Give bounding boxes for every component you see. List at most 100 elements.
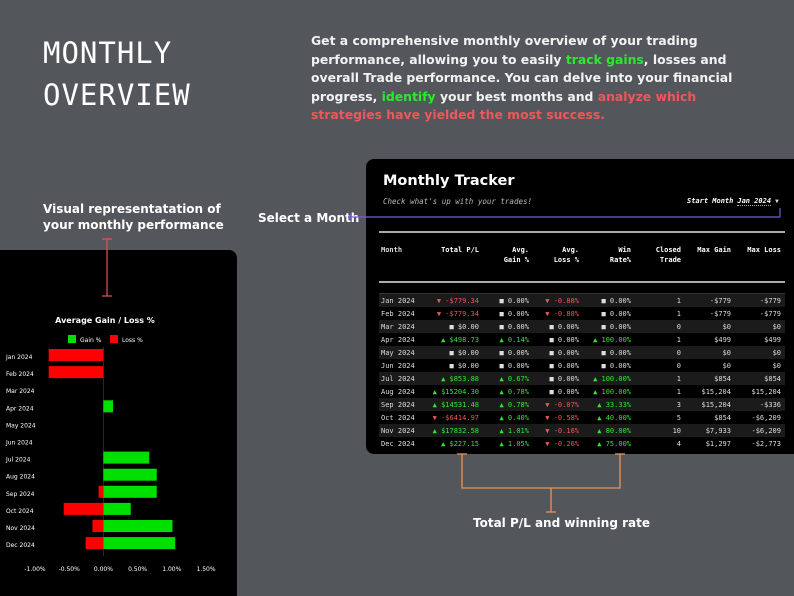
header-total-pl: Total P/L [441, 246, 479, 254]
loss-bar [98, 485, 104, 498]
cell-max-gain: $15,204 [701, 387, 731, 396]
cell-month: Jul 2024 [381, 374, 415, 383]
cell-win-rate: ■ 0.00% [601, 361, 631, 370]
cell-month: Feb 2024 [381, 309, 415, 318]
table-row: Feb 2024 ▼ -$779.34 ■ 0.00% ▼ -0.88% ■ 0.00%… [379, 307, 785, 320]
cell-avg-gain: ▲ 0.78% [499, 387, 529, 396]
cell-avg-loss: ■ 0.00% [549, 387, 579, 396]
table-row: Jun 2024 ■ $0.00 ■ 0.00% ■ 0.00% ■ 0.00% 0 $0 $… [379, 359, 785, 372]
cell-win-rate: ▲ 33.33% [597, 400, 631, 409]
cell-closed-trade: 1 [676, 309, 681, 318]
gain-bar [103, 520, 173, 532]
x-tick-label: 0.50% [128, 566, 147, 573]
category-label: Aug 2024 [6, 474, 35, 481]
cell-win-rate: ▲ 100.00% [593, 374, 631, 383]
cell-win-rate: ▲ 80.00% [597, 426, 631, 435]
page-title: MONTHLY OVERVIEW [43, 36, 191, 112]
cell-max-loss: -$6,209 [751, 426, 781, 435]
cell-avg-gain: ■ 0.00% [499, 309, 529, 318]
header-max-loss: Max Loss [747, 246, 781, 254]
cell-win-rate: ■ 0.00% [601, 322, 631, 331]
cell-closed-trade: 1 [676, 374, 681, 383]
table-header: Month Total P/L Avg. Gain % Avg. Loss % … [379, 231, 785, 283]
cell-month: Sep 2024 [381, 400, 415, 409]
cell-month: Mar 2024 [381, 322, 415, 331]
cell-avg-loss: ▼ -0.88% [545, 296, 579, 305]
cell-max-gain: $854 [714, 374, 731, 383]
pl-bracket [461, 454, 621, 489]
cell-avg-gain: ■ 0.00% [499, 296, 529, 305]
cell-max-loss: -$336 [759, 400, 781, 409]
callout-select-month: Select a Month [258, 211, 360, 225]
cell-win-rate: ■ 0.00% [601, 309, 631, 318]
cell-max-loss: $499 [764, 335, 781, 344]
cell-total-pl: ▲ $17832.58 [432, 426, 479, 435]
monthly-table: Month Total P/L Avg. Gain % Avg. Loss % … [379, 231, 785, 450]
cell-max-gain: -$779 [709, 309, 731, 318]
cell-max-gain: $854 [714, 413, 731, 422]
cell-closed-trade: 0 [676, 348, 681, 357]
category-label: Jul 2024 [5, 457, 31, 464]
cell-closed-trade: 1 [676, 296, 681, 305]
cell-total-pl: ▲ $15204.30 [432, 387, 479, 396]
cell-closed-trade: 1 [676, 387, 681, 396]
callout-pl-winning-rate: Total P/L and winning rate [473, 516, 650, 530]
start-month-selector[interactable]: Start Month Jan 2024 ▼ [687, 197, 779, 206]
cell-month: Nov 2024 [381, 426, 415, 435]
cell-max-gain: $15,204 [701, 400, 731, 409]
cell-total-pl: ▼ -$779.34 [436, 296, 479, 305]
legend-swatch-1 [110, 335, 118, 343]
gain-loss-chart-panel: Average Gain / Loss % Gain % Loss % Jan 202… [0, 250, 237, 596]
category-label: Nov 2024 [6, 525, 35, 532]
x-tick-label: -1.00% [24, 566, 46, 573]
x-tick-label: -0.50% [59, 566, 81, 573]
category-label: Dec 2024 [6, 542, 35, 549]
loss-bar [63, 502, 104, 515]
cell-avg-gain: ▲ 1.05% [499, 439, 529, 448]
gain-bar [103, 485, 157, 498]
chart-title: Average Gain / Loss % [55, 316, 155, 325]
x-tick-label: 0.00% [94, 566, 113, 573]
cell-win-rate: ■ 0.00% [601, 296, 631, 305]
cell-avg-loss: ■ 0.00% [549, 348, 579, 357]
table-row: Nov 2024 ▲ $17832.58 ▲ 1.01% ▼ -0.16% ▲ 80.0… [379, 424, 785, 437]
chevron-down-icon[interactable]: ▼ [775, 198, 779, 205]
x-tick-label: 1.00% [162, 566, 181, 573]
table-row: Apr 2024 ▲ $498.73 ▲ 0.14% ■ 0.00% ▲ 100.00%… [379, 333, 785, 346]
cell-avg-gain: ▲ 0.14% [499, 335, 529, 344]
category-label: Jan 2024 [5, 354, 33, 361]
highlight-analyze: analyze which strategies have yielded th… [311, 88, 697, 123]
cell-win-rate: ▲ 40.00% [597, 413, 631, 422]
cell-closed-trade: 10 [672, 426, 681, 435]
cell-total-pl: ■ $0.00 [449, 322, 479, 331]
cell-max-gain: $0 [722, 361, 731, 370]
table-row: Jul 2024 ▲ $853.88 ▲ 0.67% ■ 0.00% ▲ 100.00%… [379, 372, 785, 385]
cell-max-loss: -$779 [759, 296, 781, 305]
cell-avg-loss: ▼ -0.07% [545, 400, 579, 409]
cell-max-loss: $15,204 [751, 387, 781, 396]
cell-month: Dec 2024 [381, 439, 415, 448]
gain-loss-chart: Average Gain / Loss % Gain % Loss % Jan 202… [5, 316, 216, 573]
category-label: Apr 2024 [6, 405, 34, 412]
cell-avg-gain: ■ 0.00% [499, 361, 529, 370]
cell-month: Apr 2024 [381, 335, 415, 344]
gain-bar [103, 400, 113, 413]
cell-avg-gain: ▲ 0.40% [499, 413, 529, 422]
table-body: Jan 2024 ▼ -$779.34 ■ 0.00% ▼ -0.88% ■ 0.00%… [379, 293, 785, 450]
cell-max-loss: $0 [772, 348, 781, 357]
cell-avg-gain: ▲ 0.67% [499, 374, 529, 383]
cell-month: Jun 2024 [381, 361, 415, 370]
legend-label-0: Gain % [80, 337, 102, 344]
tracker-title: Monthly Tracker [383, 173, 515, 189]
cell-avg-gain: ▲ 0.78% [499, 400, 529, 409]
cell-closed-trade: 4 [676, 439, 681, 448]
monthly-tracker-panel: Monthly Tracker Check what's up with you… [366, 159, 794, 454]
loss-bar [92, 520, 104, 532]
start-month-value[interactable]: Jan 2024 [737, 197, 772, 206]
cell-closed-trade: 0 [676, 322, 681, 331]
callout-visual-representation: Visual representatation of your monthly … [43, 202, 224, 232]
cell-avg-loss: ■ 0.00% [549, 322, 579, 331]
cell-total-pl: ▲ $14531.48 [432, 400, 479, 409]
category-label: Jun 2024 [5, 440, 33, 447]
cell-total-pl: ▲ $853.88 [441, 374, 479, 383]
